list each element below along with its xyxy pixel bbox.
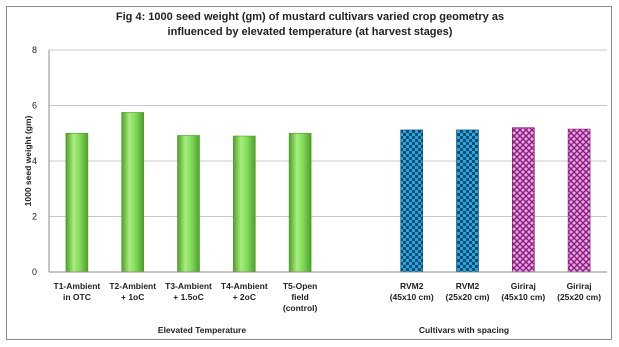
category-label: Giriraj (567, 281, 592, 291)
category-label: T1-Ambient (54, 281, 101, 291)
y-axis-label: 1000 seed weight (gm) (23, 115, 33, 206)
category-label: (25x20 cm) (446, 292, 490, 302)
category-label: T2-Ambient (109, 281, 156, 291)
chart-title: Fig 4: 1000 seed weight (gm) of mustard … (116, 11, 504, 38)
category-label: T5-Open (283, 281, 317, 291)
bar-3 (233, 135, 256, 273)
bar-7 (456, 129, 479, 273)
y-tick-labels: 0 2 4 6 8 (32, 45, 37, 277)
category-label: + 1oC (121, 292, 144, 302)
chart-frame: Fig 4: 1000 seed weight (gm) of mustard … (6, 6, 612, 340)
bar-8 (511, 127, 535, 273)
category-label: RVM2 (456, 281, 480, 291)
category-label: (45x10 cm) (390, 292, 434, 302)
y-tick-label: 0 (32, 267, 37, 277)
bar-6 (400, 129, 424, 273)
bar-9 (567, 128, 591, 273)
category-label: (45x10 cm) (501, 292, 545, 302)
bar-0 (65, 132, 89, 273)
category-label: RVM2 (400, 281, 424, 291)
group-label-elevated-temperature: Elevated Temperature (158, 325, 246, 335)
bar-chart: Fig 4: 1000 seed weight (gm) of mustard … (23, 11, 607, 335)
group-label-cultivars-with-spacing: Cultivars with spacing (419, 325, 509, 335)
chart-title-line-1: Fig 4: 1000 seed weight (gm) of mustard … (116, 11, 504, 23)
category-label: (25x20 cm) (557, 292, 601, 302)
category-label: + 1.5oC (173, 292, 203, 302)
category-label: field (291, 292, 308, 302)
category-label: Giriraj (511, 281, 536, 291)
y-tick-label: 4 (32, 156, 37, 166)
y-tick-label: 6 (32, 101, 37, 111)
y-tick-label: 8 (32, 45, 37, 55)
category-label: T4-Ambient (221, 281, 268, 291)
category-label: (control) (283, 303, 318, 313)
bar-4 (288, 132, 312, 273)
category-label: in OTC (63, 292, 91, 302)
chart-title-line-2: influenced by elevated temperature (at h… (168, 26, 453, 38)
bar-1 (121, 112, 144, 273)
category-label: + 2oC (233, 292, 256, 302)
bar-2 (177, 135, 200, 273)
category-label: T3-Ambient (165, 281, 212, 291)
bars (65, 112, 591, 273)
y-tick-label: 2 (32, 212, 37, 222)
